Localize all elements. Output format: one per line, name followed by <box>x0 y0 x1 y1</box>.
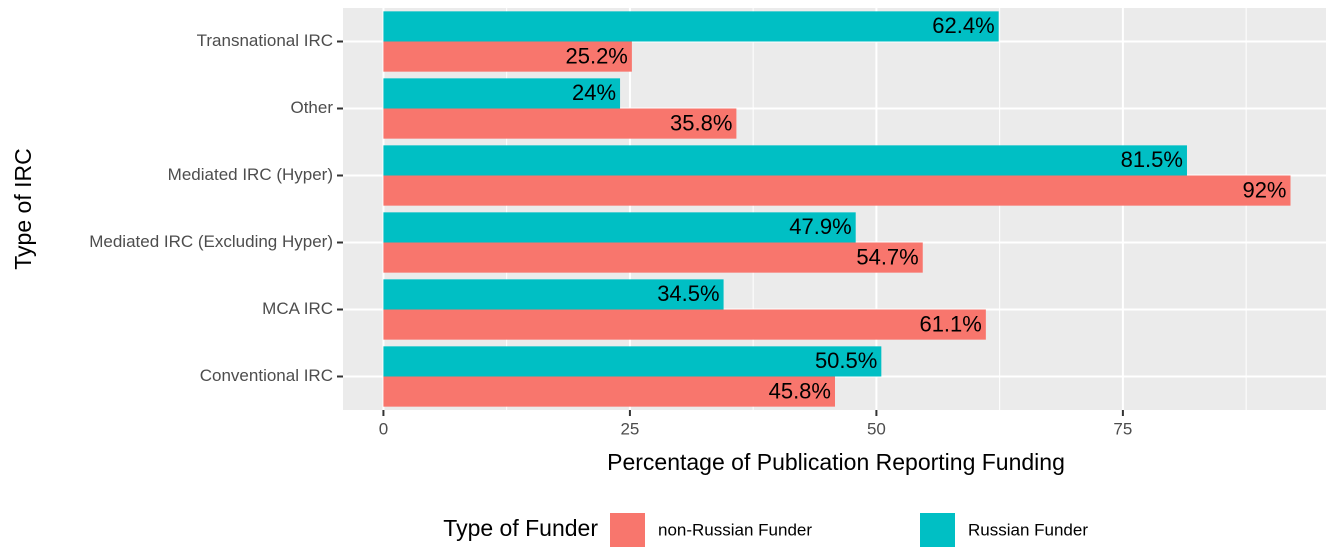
legend-label: non-Russian Funder <box>658 520 812 539</box>
value-label: 92% <box>1242 177 1286 202</box>
legend-swatch <box>920 513 955 547</box>
value-label: 81.5% <box>1121 147 1183 172</box>
bar <box>383 242 923 273</box>
legend-title: Type of Funder <box>443 515 598 541</box>
bar <box>383 309 986 340</box>
value-label: 24% <box>572 80 616 105</box>
value-label: 34.5% <box>657 281 719 306</box>
bar <box>383 145 1187 176</box>
value-label: 47.9% <box>789 214 851 239</box>
bar <box>383 108 737 139</box>
y-tick-label: Mediated IRC (Hyper) <box>168 165 333 184</box>
legend-swatch <box>610 513 645 547</box>
y-tick-label: Transnational IRC <box>197 31 333 50</box>
value-label: 25.2% <box>565 43 627 68</box>
legend-label: Russian Funder <box>968 520 1088 539</box>
x-tick-label: 0 <box>379 419 388 438</box>
bar <box>383 212 856 243</box>
x-tick-label: 75 <box>1113 419 1132 438</box>
value-label: 54.7% <box>856 244 918 269</box>
value-label: 62.4% <box>932 13 994 38</box>
value-label: 61.1% <box>919 311 981 336</box>
bars <box>383 11 1291 407</box>
x-axis-title: Percentage of Publication Reporting Fund… <box>607 449 1065 475</box>
bar <box>383 346 882 377</box>
bar <box>383 78 621 109</box>
x-tick-label: 25 <box>620 419 639 438</box>
x-tick-label: 50 <box>867 419 886 438</box>
y-tick-label: MCA IRC <box>262 299 333 318</box>
bar <box>383 175 1291 206</box>
bar <box>383 11 999 42</box>
y-tick-label: Mediated IRC (Excluding Hyper) <box>89 232 333 251</box>
value-label: 35.8% <box>670 110 732 135</box>
y-tick-label: Conventional IRC <box>200 366 333 385</box>
bar <box>383 376 835 407</box>
value-label: 45.8% <box>769 378 831 403</box>
y-axis-title: Type of IRC <box>10 148 36 269</box>
bar <box>383 279 724 310</box>
y-tick-label: Other <box>290 98 333 117</box>
value-label: 50.5% <box>815 348 877 373</box>
bar <box>383 41 632 72</box>
